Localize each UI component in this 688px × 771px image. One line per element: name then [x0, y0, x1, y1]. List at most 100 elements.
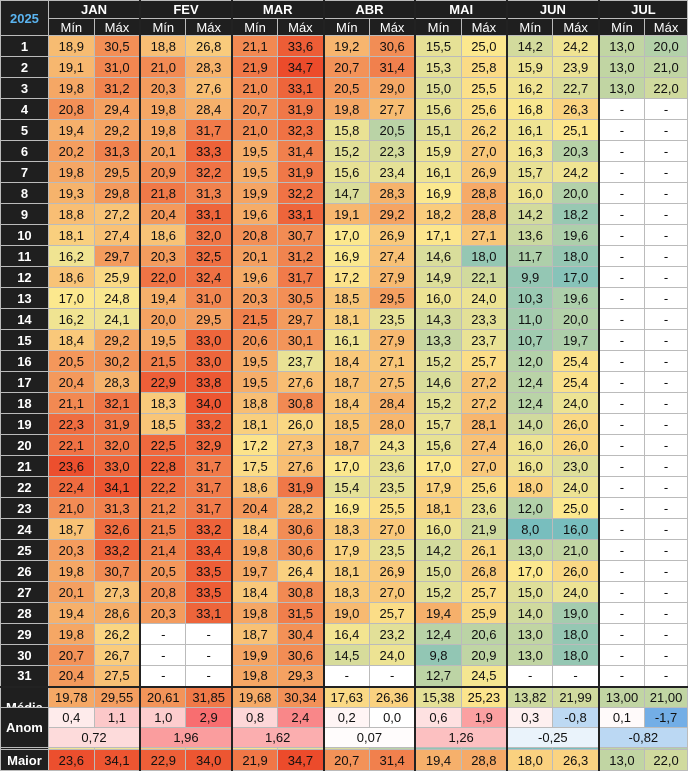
max-temp-cell: 25,0: [460, 35, 508, 57]
maior-max-cell: 34,1: [93, 749, 141, 771]
min-temp-cell: 17,2: [230, 434, 279, 456]
day-label: 15: [0, 329, 49, 351]
max-temp-cell: 29,2: [93, 329, 141, 351]
min-temp-cell: 19,8: [230, 602, 279, 624]
max-temp-cell: -: [644, 119, 688, 141]
min-temp-cell: 20,8: [230, 224, 279, 246]
min-temp-cell: 18,1: [47, 224, 95, 246]
max-temp-cell: 22,1: [460, 266, 508, 288]
max-temp-cell: 23,4: [368, 161, 416, 183]
min-temp-cell: 9,9: [506, 266, 554, 288]
max-temp-cell: 27,9: [368, 266, 416, 288]
min-temp-cell: 19,8: [139, 98, 187, 120]
day-row: 23 21,0 31,3 21,2 31,7 20,4 28,2 16,9 25,5 18,1 23…: [0, 497, 688, 519]
min-temp-cell: 16,2: [47, 308, 95, 330]
max-temp-cell: 25,7: [460, 350, 508, 372]
min-temp-cell: 16,9: [414, 182, 462, 204]
min-temp-cell: 19,8: [322, 98, 370, 120]
max-temp-cell: 27,4: [460, 434, 508, 456]
max-temp-cell: -: [185, 665, 233, 687]
max-temp-cell: 25,9: [460, 602, 508, 624]
min-temp-cell: 19,9: [230, 644, 279, 666]
day-label: 7: [0, 161, 49, 183]
max-temp-cell: -: [552, 665, 600, 687]
max-temp-cell: 24,0: [552, 581, 600, 603]
day-label: 1: [0, 35, 49, 57]
max-temp-cell: 27,6: [277, 371, 325, 393]
max-temp-cell: 30,6: [277, 644, 325, 666]
min-temp-cell: 22,9: [139, 371, 187, 393]
max-temp-cell: 27,4: [93, 224, 141, 246]
max-temp-cell: 25,6: [460, 98, 508, 120]
maior-min-cell: 19,4: [414, 749, 462, 771]
min-temp-cell: 18,7: [322, 371, 370, 393]
max-temp-cell: 34,7: [277, 56, 325, 78]
max-temp-cell: 29,5: [368, 287, 416, 309]
min-temp-cell: 18,6: [139, 224, 187, 246]
max-temp-cell: 29,2: [93, 119, 141, 141]
day-label: 30: [0, 644, 49, 666]
anom-avg-cell: 1,26: [414, 727, 508, 748]
min-temp-cell: 16,9: [322, 245, 370, 267]
max-temp-cell: 27,6: [277, 455, 325, 477]
max-temp-cell: 19,6: [552, 287, 600, 309]
max-temp-cell: 18,0: [552, 623, 600, 645]
min-temp-cell: 21,0: [47, 497, 95, 519]
max-temp-cell: 28,3: [93, 371, 141, 393]
min-temp-cell: 13,0: [506, 623, 554, 645]
day-label: 23: [0, 497, 49, 519]
min-temp-cell: 19,4: [414, 602, 462, 624]
min-temp-cell: 18,2: [414, 203, 462, 225]
max-temp-cell: 24,0: [552, 476, 600, 498]
max-temp-cell: 30,2: [93, 350, 141, 372]
min-temp-cell: 19,8: [47, 560, 95, 582]
min-temp-cell: 18,4: [322, 350, 370, 372]
min-temp-cell: 15,2: [414, 350, 462, 372]
day-label: 10: [0, 224, 49, 246]
max-temp-cell: 34,1: [93, 476, 141, 498]
max-temp-cell: 33,3: [185, 140, 233, 162]
min-temp-cell: 21,4: [139, 539, 187, 561]
max-temp-cell: 24,2: [552, 161, 600, 183]
min-temp-cell: 18,5: [322, 287, 370, 309]
min-temp-cell: 20,7: [230, 98, 279, 120]
max-temp-cell: 33,4: [185, 539, 233, 561]
media-max-cell: 31,85: [185, 685, 233, 708]
max-temp-cell: 21,0: [552, 539, 600, 561]
max-temp-cell: 16,0: [552, 518, 600, 540]
max-temp-cell: 27,5: [93, 665, 141, 687]
max-temp-cell: 30,5: [277, 287, 325, 309]
min-temp-cell: 16,1: [414, 161, 462, 183]
max-header: Máx: [460, 18, 508, 36]
max-temp-cell: 31,9: [93, 413, 141, 435]
max-temp-cell: 23,7: [460, 329, 508, 351]
min-temp-cell: 21,8: [139, 182, 187, 204]
anom-min-cell: 0,2: [322, 707, 370, 728]
max-temp-cell: 30,1: [277, 329, 325, 351]
month-header-abr: ABR: [322, 0, 416, 19]
day-label: 3: [0, 77, 49, 99]
max-header: Máx: [185, 18, 233, 36]
max-temp-cell: 31,7: [185, 455, 233, 477]
min-temp-cell: 20,5: [322, 77, 370, 99]
min-temp-cell: -: [597, 350, 646, 372]
min-temp-cell: 18,8: [230, 392, 279, 414]
min-temp-cell: 20,0: [139, 308, 187, 330]
max-temp-cell: 18,0: [460, 245, 508, 267]
max-temp-cell: 28,0: [368, 413, 416, 435]
max-temp-cell: 28,8: [460, 203, 508, 225]
min-temp-cell: 16,8: [506, 98, 554, 120]
max-temp-cell: 28,3: [185, 56, 233, 78]
max-temp-cell: 31,2: [93, 77, 141, 99]
min-temp-cell: -: [506, 665, 554, 687]
min-temp-cell: 18,3: [139, 392, 187, 414]
min-temp-cell: 19,9: [230, 182, 279, 204]
month-header-jul: JUL: [597, 0, 688, 19]
max-temp-cell: 30,8: [277, 581, 325, 603]
min-temp-cell: 18,1: [414, 497, 462, 519]
anom-max-cell: 0,0: [368, 707, 416, 728]
min-temp-cell: 16,9: [322, 497, 370, 519]
max-temp-cell: 27,3: [93, 581, 141, 603]
max-temp-cell: -: [644, 518, 688, 540]
max-temp-cell: 27,0: [368, 581, 416, 603]
